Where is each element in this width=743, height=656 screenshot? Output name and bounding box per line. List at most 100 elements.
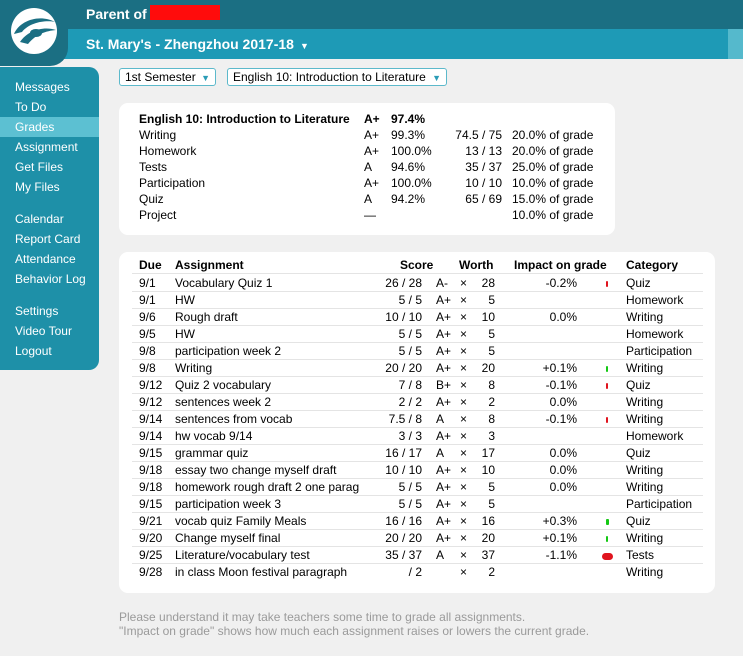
assignment-name[interactable]: Rough draft <box>175 310 238 324</box>
assignment-worth: 2 <box>488 565 495 579</box>
assignment-worth: 37 <box>481 548 495 562</box>
assignment-name[interactable]: hw vocab 9/14 <box>175 429 253 443</box>
assignment-name[interactable]: Literature/vocabulary test <box>175 548 310 562</box>
sidebar-item-report-card[interactable]: Report Card <box>15 232 81 246</box>
table-row[interactable]: 9/25 Literature/vocabulary test 35 / 37 A × 3… <box>132 547 703 564</box>
sidebar-item-to-do[interactable]: To Do <box>15 100 47 114</box>
summary-category-weight: 15.0% of grade <box>512 192 594 206</box>
sidebar-item-messages[interactable]: Messages <box>15 80 70 94</box>
assignment-name[interactable]: homework rough draft 2 one parag <box>175 480 360 494</box>
grade-summary-card: English 10: Introduction to Literature A… <box>119 103 615 235</box>
sidebar-item-grades[interactable]: Grades <box>0 117 99 137</box>
assignment-category: Homework <box>626 327 684 341</box>
summary-category-weight: 20.0% of grade <box>512 128 594 142</box>
table-row[interactable]: 9/8 participation week 2 5 / 5 A+ × 5 Particip… <box>132 343 703 360</box>
summary-category-name: Project <box>139 208 177 222</box>
assignment-category: Participation <box>626 344 693 358</box>
table-row[interactable]: 9/14 sentences from vocab 7.5 / 8 A × 8 -0.1% W… <box>132 411 703 428</box>
impact-value: +0.1% <box>542 531 577 545</box>
impact-value: 0.0% <box>549 446 577 460</box>
sidebar-item-my-files[interactable]: My Files <box>15 180 60 194</box>
header-assignment[interactable]: Assignment <box>175 258 244 272</box>
impact-bar <box>601 553 613 560</box>
assignment-name[interactable]: HW <box>175 327 195 341</box>
sidebar-item-logout[interactable]: Logout <box>15 344 52 358</box>
sidebar-item-settings[interactable]: Settings <box>15 304 59 318</box>
header-impact[interactable]: Impact on grade <box>514 258 607 272</box>
multiply-icon: × <box>460 276 468 290</box>
assignment-worth: 10 <box>481 463 495 477</box>
table-row[interactable]: 9/18 essay two change myself draft 10 / 10… <box>132 462 703 479</box>
due-date: 9/21 <box>139 514 163 528</box>
course-select-value: English 10: Introduction to Literature <box>233 70 426 84</box>
assignment-category: Writing <box>626 531 664 545</box>
assignment-name[interactable]: participation week 3 <box>175 497 282 511</box>
table-row[interactable]: 9/1 HW 5 / 5 A+ × 5 Homework <box>132 292 703 309</box>
assignment-worth: 5 <box>488 497 495 511</box>
table-row[interactable]: 9/21 vocab quiz Family Meals 16 / 16 A+ × 16 +… <box>132 513 703 530</box>
assignment-name[interactable]: Vocabulary Quiz 1 <box>175 276 273 290</box>
table-row[interactable]: 9/15 grammar quiz 16 / 17 A × 17 0.0% Quiz <box>132 445 703 462</box>
summary-category-grade: A+ <box>364 128 380 142</box>
table-row[interactable]: 9/12 sentences week 2 2 / 2 A+ × 2 0.0% Writing <box>132 394 703 411</box>
sidebar-item-assignment[interactable]: Assignment <box>15 140 78 154</box>
assignment-category: Writing <box>626 395 664 409</box>
summary-category-percent: 99.3% <box>391 128 426 142</box>
assignments-card: Due Assignment Score Worth Impact on gra… <box>119 252 715 593</box>
assignment-category: Quiz <box>626 446 651 460</box>
assignment-name[interactable]: Change myself final <box>175 531 281 545</box>
table-row[interactable]: 9/5 HW 5 / 5 A+ × 5 Homework <box>132 326 703 343</box>
sidebar-item-get-files[interactable]: Get Files <box>15 160 64 174</box>
summary-category-row: Tests A 94.6% 35 / 37 25.0% of grade <box>119 159 599 175</box>
school-year-selector[interactable]: St. Mary's - Zhengzhou 2017-18 ▼ <box>86 36 309 52</box>
assignment-name[interactable]: grammar quiz <box>175 446 249 460</box>
impact-value: -0.2% <box>545 276 577 290</box>
assignment-name[interactable]: in class Moon festival paragraph <box>175 565 348 579</box>
table-row[interactable]: 9/20 Change myself final 20 / 20 A+ × 20 +0.1%… <box>132 530 703 547</box>
impact-value: 0.0% <box>549 480 577 494</box>
due-date: 9/14 <box>139 429 163 443</box>
table-row[interactable]: 9/12 Quiz 2 vocabulary 7 / 8 B+ × 8 -0.1% Quiz <box>132 377 703 394</box>
table-row[interactable]: 9/28 in class Moon festival paragraph / 2… <box>132 564 703 581</box>
semester-select[interactable]: 1st Semester ▼ <box>119 68 216 86</box>
app-logo[interactable] <box>0 0 68 66</box>
assignment-name[interactable]: sentences week 2 <box>175 395 272 409</box>
table-row[interactable]: 9/15 participation week 3 5 / 5 A+ × 5 Partici… <box>132 496 703 513</box>
assignment-score: / 2 <box>408 565 422 579</box>
assignment-score: 10 / 10 <box>385 463 422 477</box>
assignment-worth: 5 <box>488 344 495 358</box>
header-category[interactable]: Category <box>626 258 679 272</box>
multiply-icon: × <box>460 514 468 528</box>
assignment-name[interactable]: sentences from vocab <box>175 412 293 426</box>
assignment-name[interactable]: essay two change myself draft <box>175 463 337 477</box>
table-row[interactable]: 9/8 Writing 20 / 20 A+ × 20 +0.1% Writing <box>132 360 703 377</box>
table-row[interactable]: 9/6 Rough draft 10 / 10 A+ × 10 0.0% Writing <box>132 309 703 326</box>
summary-category-grade: A+ <box>364 176 380 190</box>
header-due[interactable]: Due <box>139 258 162 272</box>
multiply-icon: × <box>460 548 468 562</box>
assignment-name[interactable]: Quiz 2 vocabulary <box>175 378 272 392</box>
summary-category-name: Writing <box>139 128 177 142</box>
assignment-letter-grade: A+ <box>436 361 452 375</box>
course-select[interactable]: English 10: Introduction to Literature ▼ <box>227 68 447 86</box>
table-row[interactable]: 9/1 Vocabulary Quiz 1 26 / 28 A- × 28 -0.2% Qui… <box>132 275 703 292</box>
sidebar-item-attendance[interactable]: Attendance <box>15 252 76 266</box>
assignment-name[interactable]: participation week 2 <box>175 344 282 358</box>
assignment-score: 2 / 2 <box>398 395 422 409</box>
multiply-icon: × <box>460 327 468 341</box>
sidebar-item-calendar[interactable]: Calendar <box>15 212 64 226</box>
assignment-worth: 5 <box>488 327 495 341</box>
assignment-name[interactable]: Writing <box>175 361 213 375</box>
header-score[interactable]: Score <box>400 258 434 272</box>
assignment-worth: 10 <box>481 310 495 324</box>
summary-category-name: Tests <box>139 160 168 174</box>
assignment-name[interactable]: vocab quiz Family Meals <box>175 514 307 528</box>
redacted-student-name <box>150 5 220 20</box>
table-row[interactable]: 9/18 homework rough draft 2 one parag 5 / … <box>132 479 703 496</box>
impact-value: 0.0% <box>549 463 577 477</box>
table-row[interactable]: 9/14 hw vocab 9/14 3 / 3 A+ × 3 Homework <box>132 428 703 445</box>
header-worth[interactable]: Worth <box>459 258 494 272</box>
assignment-name[interactable]: HW <box>175 293 195 307</box>
sidebar-item-video-tour[interactable]: Video Tour <box>15 324 72 338</box>
sidebar-item-behavior-log[interactable]: Behavior Log <box>15 272 86 286</box>
